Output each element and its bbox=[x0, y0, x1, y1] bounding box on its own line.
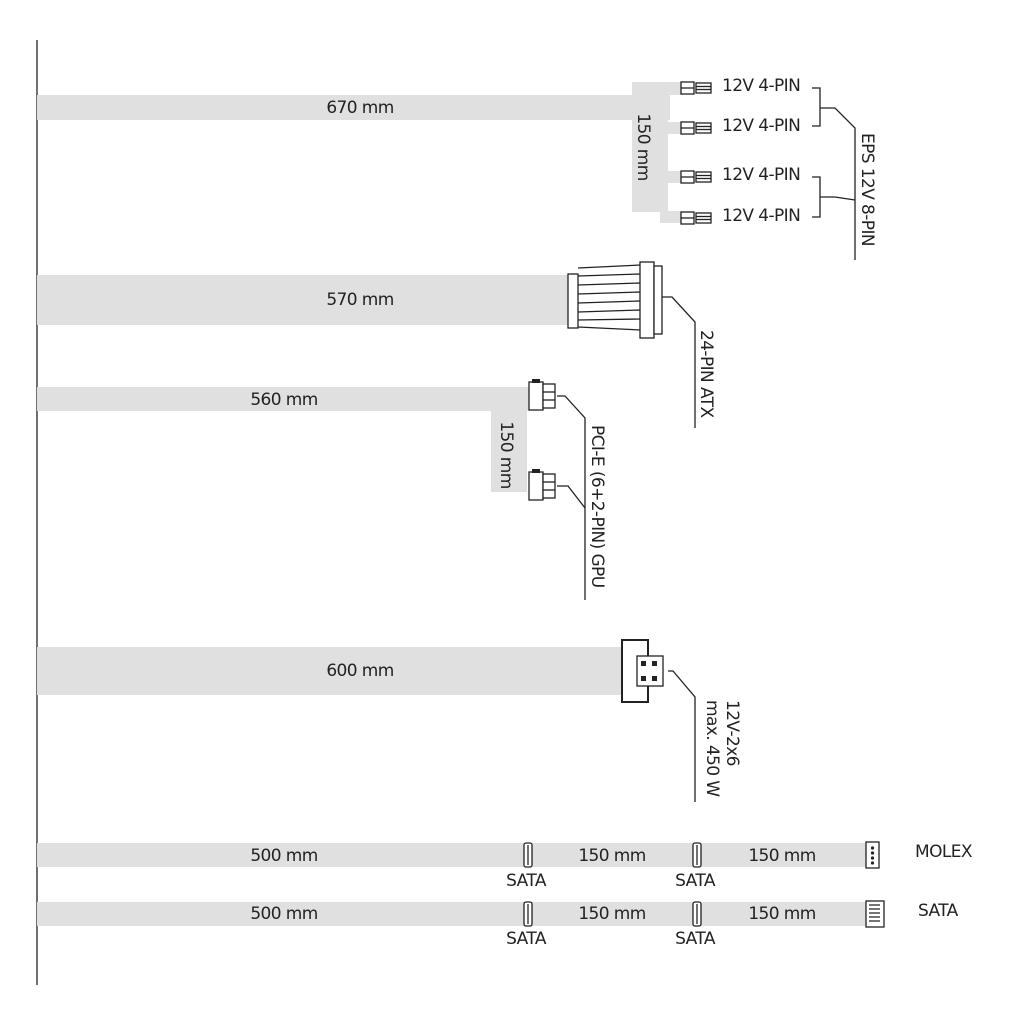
cable-shape bbox=[641, 676, 646, 681]
cable-shape bbox=[662, 296, 696, 428]
length-label: 150 mm bbox=[578, 904, 645, 924]
connector-label: max. 450 W bbox=[702, 700, 722, 797]
connector-label: 12V 4-PIN bbox=[722, 116, 800, 136]
cable-shape bbox=[37, 902, 867, 926]
cable-shape bbox=[660, 211, 682, 223]
connector-icon bbox=[680, 170, 712, 184]
connector-label: 12V 4-PIN bbox=[722, 165, 800, 185]
cable-shape bbox=[668, 670, 696, 802]
cable-shape bbox=[812, 176, 856, 218]
length-label: 600 mm bbox=[326, 661, 393, 681]
cable-atx: 570 mm 24-PIN ATX bbox=[37, 261, 716, 428]
cable-shape bbox=[869, 904, 880, 922]
connector-icon bbox=[523, 901, 533, 927]
connector-icon bbox=[680, 81, 712, 95]
cable-shape bbox=[577, 264, 642, 331]
cable-shape bbox=[636, 655, 664, 687]
cable-shape bbox=[660, 171, 682, 183]
cable-pcie: 560 mm 150 mm PCI-E (6+2-PIN) GPU bbox=[37, 378, 607, 600]
cable-shape bbox=[870, 846, 875, 850]
cable-shape bbox=[812, 87, 856, 260]
cable-shape bbox=[491, 387, 527, 492]
branch-length: 150 mm bbox=[496, 421, 516, 488]
cable-shape bbox=[660, 82, 682, 95]
length-label: 500 mm bbox=[250, 846, 317, 866]
tap-label: SATA bbox=[506, 871, 547, 891]
branch-length: 150 mm bbox=[633, 113, 653, 180]
cable-shape bbox=[641, 661, 646, 666]
tap-label: SATA bbox=[675, 929, 716, 949]
connector-icon bbox=[680, 121, 712, 135]
group-label: EPS 12V 8-PIN bbox=[857, 133, 877, 246]
cable-shape bbox=[37, 843, 867, 867]
connector-icon bbox=[692, 842, 702, 868]
length-label: 150 mm bbox=[748, 846, 815, 866]
cable-shape bbox=[639, 261, 655, 339]
connector-icon bbox=[680, 211, 712, 225]
connector-icon bbox=[528, 378, 556, 411]
cable-shape bbox=[37, 387, 530, 411]
cable-shape bbox=[870, 851, 875, 855]
length-label: 500 mm bbox=[250, 904, 317, 924]
cable-shape bbox=[652, 676, 657, 681]
length-label: 150 mm bbox=[748, 904, 815, 924]
cable-shape bbox=[652, 661, 657, 666]
length-label: 570 mm bbox=[326, 290, 393, 310]
connector-icon bbox=[692, 901, 702, 927]
cable-molex: 500 mm 150 mm 150 mm SATA SATA MOLEX bbox=[37, 841, 973, 891]
cable-shape bbox=[37, 275, 572, 325]
connector-label: 12V 4-PIN bbox=[722, 206, 800, 226]
end-label: SATA bbox=[918, 901, 959, 921]
tap-label: SATA bbox=[506, 929, 547, 949]
cable-shape bbox=[557, 395, 586, 600]
cable-shape bbox=[870, 856, 875, 860]
cable-eps: 670 mm 150 mm 12V 4-PIN 12V 4-PIN 12V 4-… bbox=[37, 76, 877, 260]
end-label: MOLEX bbox=[915, 842, 973, 862]
cable-shape bbox=[567, 273, 579, 329]
length-label: 150 mm bbox=[578, 846, 645, 866]
length-label: 670 mm bbox=[326, 98, 393, 118]
connector-label: 12V 4-PIN bbox=[722, 76, 800, 96]
length-label: 560 mm bbox=[250, 390, 317, 410]
cable-shape bbox=[37, 647, 627, 695]
connector-label: 24-PIN ATX bbox=[696, 330, 716, 418]
cable-shape bbox=[870, 861, 875, 865]
connector-label: PCI-E (6+2-PIN) GPU bbox=[587, 425, 607, 588]
connector-icon bbox=[523, 842, 533, 868]
cable-shape bbox=[632, 82, 668, 212]
cable-shape bbox=[865, 841, 880, 869]
cable-12v2x6: 600 mm 12V-2x6 max. 450 W bbox=[37, 639, 742, 802]
cable-sata: 500 mm 150 mm 150 mm SATA SATA SATA bbox=[37, 900, 959, 949]
cable-shape bbox=[660, 122, 682, 134]
connector-icon bbox=[528, 468, 556, 501]
cable-shape bbox=[37, 95, 670, 120]
tap-label: SATA bbox=[675, 871, 716, 891]
connector-label: 12V-2x6 bbox=[722, 700, 742, 766]
cable-shape bbox=[653, 265, 663, 335]
